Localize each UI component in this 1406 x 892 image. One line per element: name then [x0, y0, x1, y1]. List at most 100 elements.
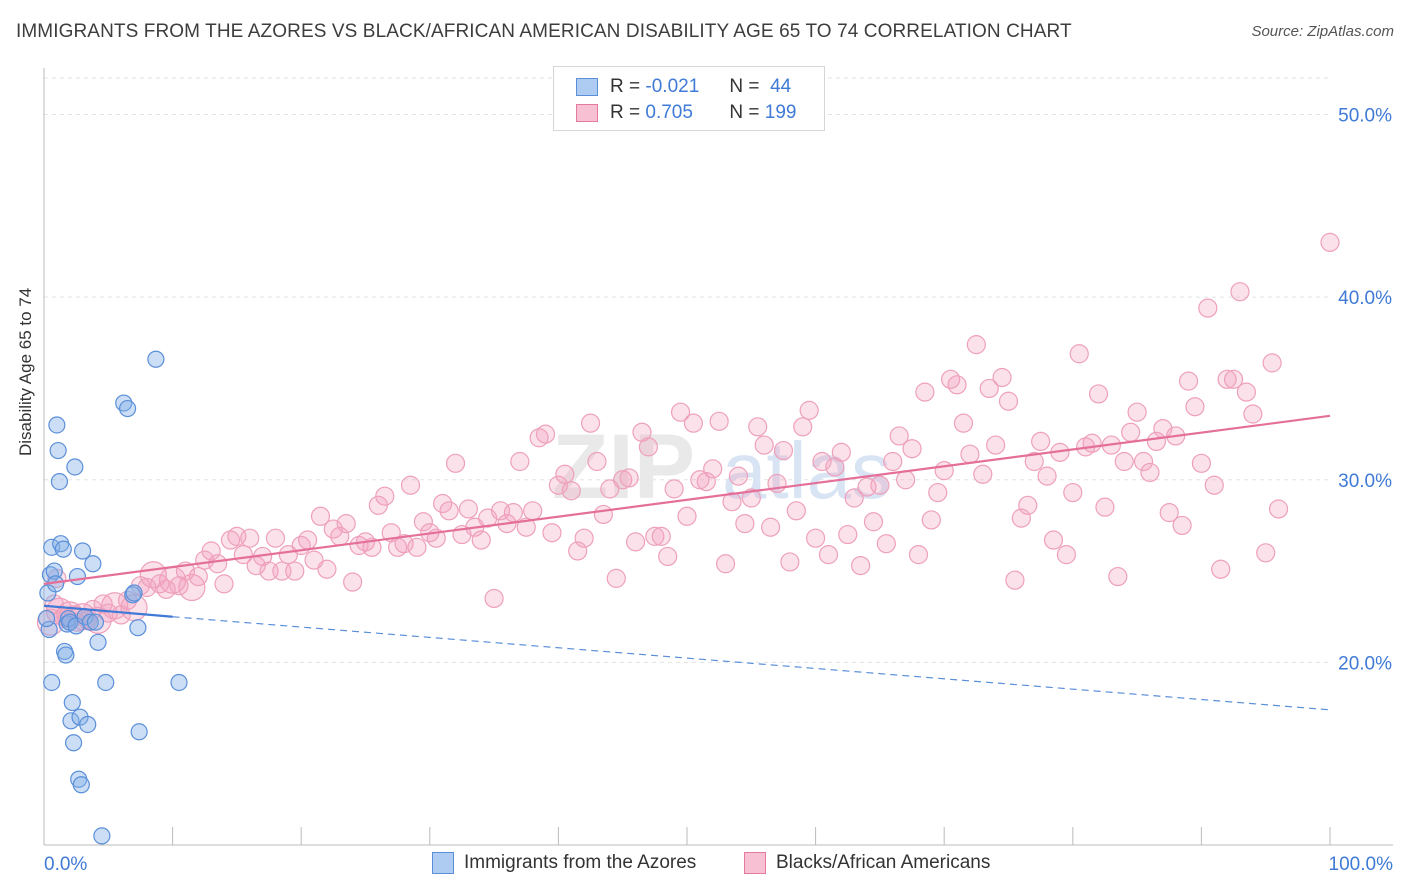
data-point-blacks — [484, 588, 504, 609]
data-point-blacks — [1018, 495, 1038, 515]
y-tick-label: 40.0% — [1338, 288, 1392, 309]
data-point-blacks — [805, 528, 826, 548]
legend-n-value: 44 — [770, 76, 792, 97]
data-point-azores — [37, 609, 56, 628]
legend-n-value: 199 — [764, 102, 797, 123]
data-point-azores — [97, 673, 115, 692]
data-point-blacks — [1185, 397, 1205, 417]
data-point-blacks — [433, 493, 453, 514]
legend-r-label: R = — [610, 102, 641, 123]
data-point-blacks — [375, 486, 395, 506]
data-point-blacks — [709, 411, 729, 431]
data-point-blacks — [799, 400, 819, 420]
data-point-blacks — [542, 523, 562, 543]
data-point-blacks — [748, 417, 768, 437]
data-point-blacks — [471, 530, 491, 550]
bottom-legend-label-azores: Immigrants from the Azores — [464, 852, 697, 873]
data-point-blacks — [1031, 431, 1051, 452]
data-point-azores — [40, 620, 58, 639]
data-point-azores — [130, 723, 148, 741]
data-point-blacks — [670, 402, 691, 422]
data-point-blacks — [523, 501, 543, 521]
data-point-blacks — [896, 470, 916, 490]
data-point-azores — [81, 613, 99, 631]
data-point-azores — [50, 472, 69, 491]
data-point-blacks — [1069, 344, 1089, 364]
data-point-blacks — [510, 451, 530, 472]
data-point-blacks — [1243, 404, 1263, 424]
watermark: ZIP atlas — [552, 416, 891, 518]
data-point-blacks — [1198, 298, 1218, 318]
data-point-blacks — [214, 574, 234, 594]
data-point-blacks — [535, 424, 556, 444]
tick-labels: 20.0% 30.0% 40.0% 50.0% 0.0% 100.0% — [44, 106, 1393, 875]
y-axis-label: Disability Age 65 to 74 — [16, 287, 35, 456]
data-point-azores — [62, 712, 80, 730]
data-point-blacks — [1217, 369, 1237, 389]
data-point-blacks — [645, 526, 665, 546]
data-point-blacks — [703, 459, 723, 479]
data-point-blacks — [619, 468, 639, 488]
data-point-azores — [67, 617, 85, 635]
trend-line-azores — [43, 604, 173, 618]
data-point-blacks — [298, 530, 318, 550]
data-point-blacks — [1056, 545, 1076, 565]
data-point-blacks — [998, 391, 1019, 411]
trend-lines — [43, 414, 1331, 711]
data-point-blacks — [336, 513, 356, 534]
source-label: Source: ZipAtlas.com — [1251, 23, 1394, 40]
data-point-blacks — [400, 475, 421, 495]
data-point-blacks — [715, 554, 736, 574]
data-point-blacks — [786, 501, 806, 521]
data-point-blacks — [1230, 282, 1250, 302]
data-point-blacks — [1236, 382, 1257, 402]
grid-lines — [44, 77, 1330, 663]
data-point-blacks — [516, 517, 536, 537]
data-point-blacks — [883, 451, 903, 472]
data-point-blacks — [1043, 530, 1064, 550]
data-point-azores — [73, 542, 92, 560]
data-point-blacks — [240, 528, 260, 548]
bottom-legend-azores: Immigrants from the Azores — [432, 852, 696, 874]
data-point-blacks — [683, 413, 704, 433]
bottom-legend-blacks: Blacks/African Americans — [744, 852, 990, 874]
data-point-azores — [129, 619, 147, 637]
legend-row-azores: R = -0.021 N = 44 — [576, 75, 791, 99]
data-point-azores — [93, 827, 111, 845]
data-point-blacks — [1005, 570, 1025, 590]
data-point-blacks — [960, 444, 980, 464]
axes — [43, 68, 1393, 846]
data-point-blacks — [1211, 559, 1231, 579]
data-point-blacks — [986, 435, 1006, 455]
data-point-azores — [64, 734, 83, 752]
data-point-blacks — [93, 594, 113, 614]
data-point-blacks — [851, 555, 871, 576]
data-point-blacks — [773, 440, 794, 461]
legend-r-label: R = — [610, 76, 641, 97]
bottom-legend-swatch-azores — [432, 852, 454, 874]
data-point-blacks — [735, 513, 755, 534]
data-point-azores — [63, 693, 81, 712]
data-point-blacks — [625, 532, 646, 552]
data-point-blacks — [1256, 543, 1276, 563]
data-point-blacks — [908, 545, 929, 565]
data-point-blacks — [979, 378, 999, 399]
data-point-azores — [72, 776, 90, 794]
data-point-blacks — [1262, 353, 1282, 373]
data-point-azores — [68, 567, 87, 586]
data-point-azores — [49, 441, 67, 460]
legend-r-value: 0.705 — [645, 102, 693, 123]
data-point-blacks — [722, 492, 742, 512]
trend-line-blacks — [43, 414, 1331, 585]
data-point-blacks — [310, 506, 331, 526]
data-point-blacks — [831, 442, 851, 462]
data-point-blacks — [613, 470, 633, 490]
data-point-blacks — [863, 512, 884, 532]
y-tick-label: 20.0% — [1338, 653, 1392, 674]
legend-r-value: -0.021 — [645, 76, 700, 97]
bottom-legend-swatch-blacks — [744, 852, 766, 874]
y-tick-label: 30.0% — [1338, 471, 1392, 492]
data-point-blacks — [947, 375, 967, 395]
data-point-blacks — [1088, 384, 1109, 404]
